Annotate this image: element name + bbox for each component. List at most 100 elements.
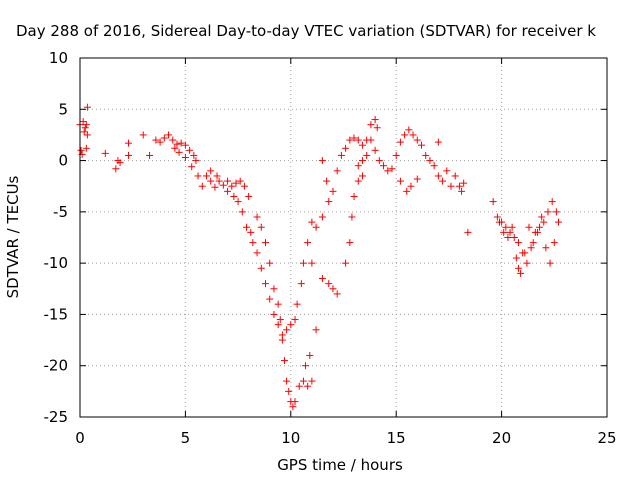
data-point [354,136,362,144]
data-point [517,269,525,277]
data-point [434,172,442,180]
data-point [297,280,305,288]
data-point [506,228,514,236]
data-point [371,116,379,124]
data-point [181,141,189,149]
x-tick-label: 5 [181,429,191,447]
data-point [79,118,87,126]
data-point [502,223,510,231]
data-point [169,136,177,144]
data-point [538,213,546,221]
data-point [173,140,181,148]
data-point [190,151,198,159]
data-point [464,228,472,236]
data-point [283,326,291,334]
data-point [124,139,132,147]
data-point [198,182,206,190]
data-point [299,259,307,267]
data-point [555,218,563,226]
x-tick-label: 20 [492,429,511,447]
data-point [207,167,215,175]
data-point [548,198,556,206]
grid-lines [80,58,607,417]
data-point [83,131,91,139]
x-tick-label: 0 [75,429,85,447]
data-point [213,172,221,180]
data-point [504,234,512,241]
data-point [346,239,354,247]
data-point [422,151,430,159]
data-point [358,172,366,180]
data-point [533,228,541,236]
data-point [306,351,314,359]
data-point [514,264,522,272]
data-point [112,165,120,173]
data-point [550,239,558,247]
data-point [270,285,278,293]
data-point [348,213,356,221]
plot-frame [79,57,608,418]
data-point [240,182,248,190]
data-point [318,213,326,221]
data-point [299,377,307,385]
data-point [215,177,223,185]
scatter-points [76,103,563,411]
data-point [289,403,297,411]
y-tick-label: 0 [58,152,68,170]
data-point [124,151,132,159]
data-point [171,144,179,152]
data-point [160,134,168,142]
data-point [392,151,400,159]
data-point [451,172,459,180]
data-point [81,124,89,132]
data-point [546,259,554,267]
data-point [329,187,337,195]
data-point [285,387,293,395]
y-tick-label: -15 [44,305,69,323]
data-point [80,128,88,136]
data-point [388,165,396,173]
data-point [77,146,85,154]
data-point [430,162,438,170]
data-point [318,157,326,165]
data-point [295,382,303,390]
data-point [358,157,366,165]
data-point [274,321,282,329]
data-point [407,182,415,190]
data-point [116,159,124,167]
data-point [401,131,409,139]
x-tick-label: 10 [281,429,300,447]
data-point [552,208,560,216]
y-tick-label: -10 [44,254,69,272]
data-point [350,134,358,142]
x-tick-label: 15 [387,429,406,447]
data-point [304,382,312,390]
data-point [527,244,535,252]
data-point [266,259,274,267]
data-point [384,167,392,175]
data-point [175,148,183,156]
data-point [439,177,447,185]
data-point [367,136,375,144]
data-point [253,213,261,221]
data-point [181,153,189,161]
data-point [396,177,404,185]
y-tick-label: 10 [49,49,68,67]
data-point [280,357,288,365]
data-point [333,167,341,175]
data-point [312,326,320,334]
data-point [302,362,310,370]
data-point [521,249,529,257]
data-point [243,223,251,231]
data-point [177,139,185,147]
data-point [224,177,232,185]
data-point [380,162,388,170]
data-point [367,121,375,129]
data-point [375,157,383,165]
data-point [342,259,350,267]
data-point [405,126,413,134]
data-point [139,131,147,139]
data-point [266,295,274,303]
data-point [238,208,246,216]
data-point [186,146,194,154]
